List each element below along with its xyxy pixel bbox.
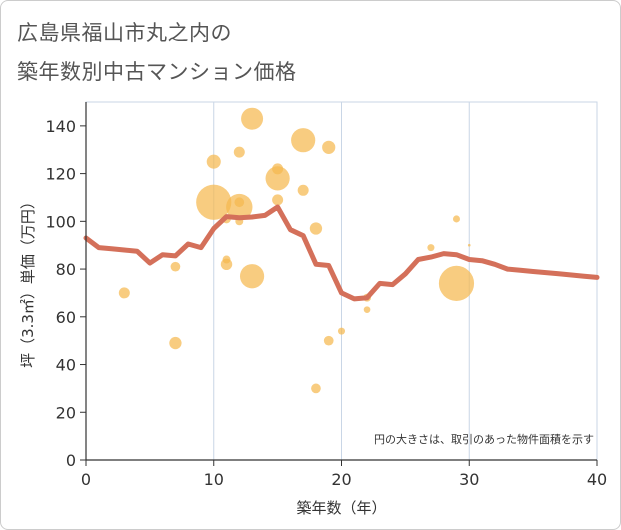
y-tick-label: 0 [66, 451, 76, 470]
y-tick-label: 40 [56, 356, 76, 375]
chart-title-line-1: 広島県福山市丸之内の [17, 21, 232, 45]
bubble-series [118, 107, 475, 394]
bubble-point [169, 336, 182, 350]
bubble-point [323, 335, 334, 346]
x-tick-label: 0 [81, 470, 91, 489]
bubble-point [239, 264, 265, 289]
bubble-point [241, 107, 264, 130]
x-tick-label: 40 [587, 470, 607, 489]
trend-line [83, 204, 600, 302]
bubble-point [452, 215, 460, 223]
bubble-point [291, 128, 316, 153]
chart-title-line-2: 築年数別中古マンション価格 [17, 60, 297, 84]
y-tick-label: 80 [56, 260, 76, 279]
bubble-point [427, 244, 435, 252]
bubble-point [118, 287, 130, 299]
x-tick-label: 10 [204, 470, 224, 489]
axes [80, 102, 598, 466]
y-tick-label: 140 [45, 117, 76, 136]
bubble-point [206, 154, 221, 169]
bubble-point [311, 383, 321, 394]
bubble-point [337, 327, 346, 335]
x-axis-label: 築年数（年） [296, 499, 386, 517]
bubble-point [170, 261, 181, 272]
bubble-point [322, 140, 336, 154]
bubble-point [467, 243, 471, 247]
bubble-point [438, 265, 475, 301]
y-tick-label: 120 [45, 165, 76, 184]
bubble-point [309, 222, 323, 235]
bubble-point [220, 258, 233, 271]
bubble-point [233, 146, 245, 158]
x-tick-label: 20 [331, 470, 351, 489]
bubble-point [297, 184, 309, 196]
x-tick-label: 30 [459, 470, 479, 489]
bubble-point [196, 184, 232, 220]
bubble-point [272, 194, 284, 206]
y-tick-label: 100 [45, 212, 76, 231]
y-tick-label: 20 [56, 403, 76, 422]
bubble-point [265, 166, 290, 191]
bubble-size-note: 円の大きさは、取引のあった物件面積を示す [374, 432, 594, 446]
bubble-point [363, 306, 371, 313]
bubble-point [234, 197, 245, 208]
y-axis-label: 坪（3.3㎡）単価（万円） [19, 194, 37, 368]
y-tick-label: 60 [56, 308, 76, 327]
tick-labels: 0 20 40 60 80 100 120 140 0 10 20 30 40 [45, 117, 607, 489]
